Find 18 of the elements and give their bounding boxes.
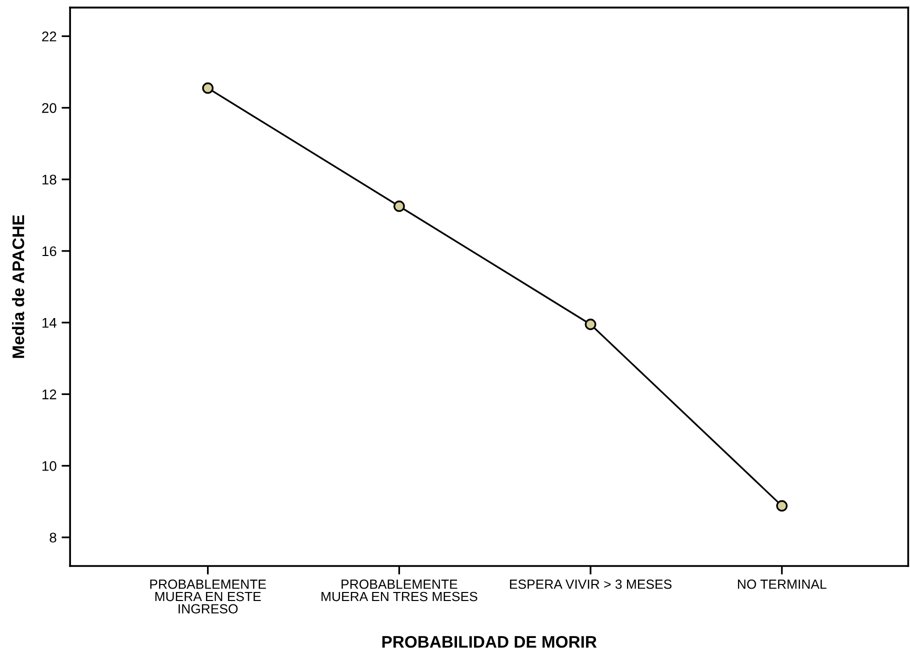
y-tick-label: 12 bbox=[42, 390, 56, 400]
y-axis-title: Media de APACHE bbox=[12, 215, 24, 358]
y-tick-label: 8 bbox=[50, 532, 56, 543]
x-tick-label: PROBABLEMENTE MUERA EN ESTE INGRESO bbox=[150, 580, 266, 614]
y-tick-label: 16 bbox=[42, 246, 56, 256]
y-tick-label: 20 bbox=[42, 103, 56, 113]
point bbox=[776, 500, 788, 512]
x-tick-label: NO TERMINAL bbox=[738, 580, 826, 589]
y-tick-label: 18 bbox=[42, 174, 56, 185]
point bbox=[202, 82, 214, 94]
point bbox=[584, 318, 596, 330]
x-tick-label: ESPERA VIVIR > 3 MESES bbox=[510, 580, 672, 589]
y-tick-label: 22 bbox=[42, 32, 56, 42]
y-tick-label: 14 bbox=[42, 318, 56, 328]
point bbox=[393, 200, 405, 212]
y-tick-label: 10 bbox=[42, 461, 56, 471]
x-axis-title: PROBABILIDAD DE MORIR bbox=[382, 636, 597, 648]
x-tick-label: PROBABLEMENTE MUERA EN TRES MESES bbox=[322, 580, 478, 602]
